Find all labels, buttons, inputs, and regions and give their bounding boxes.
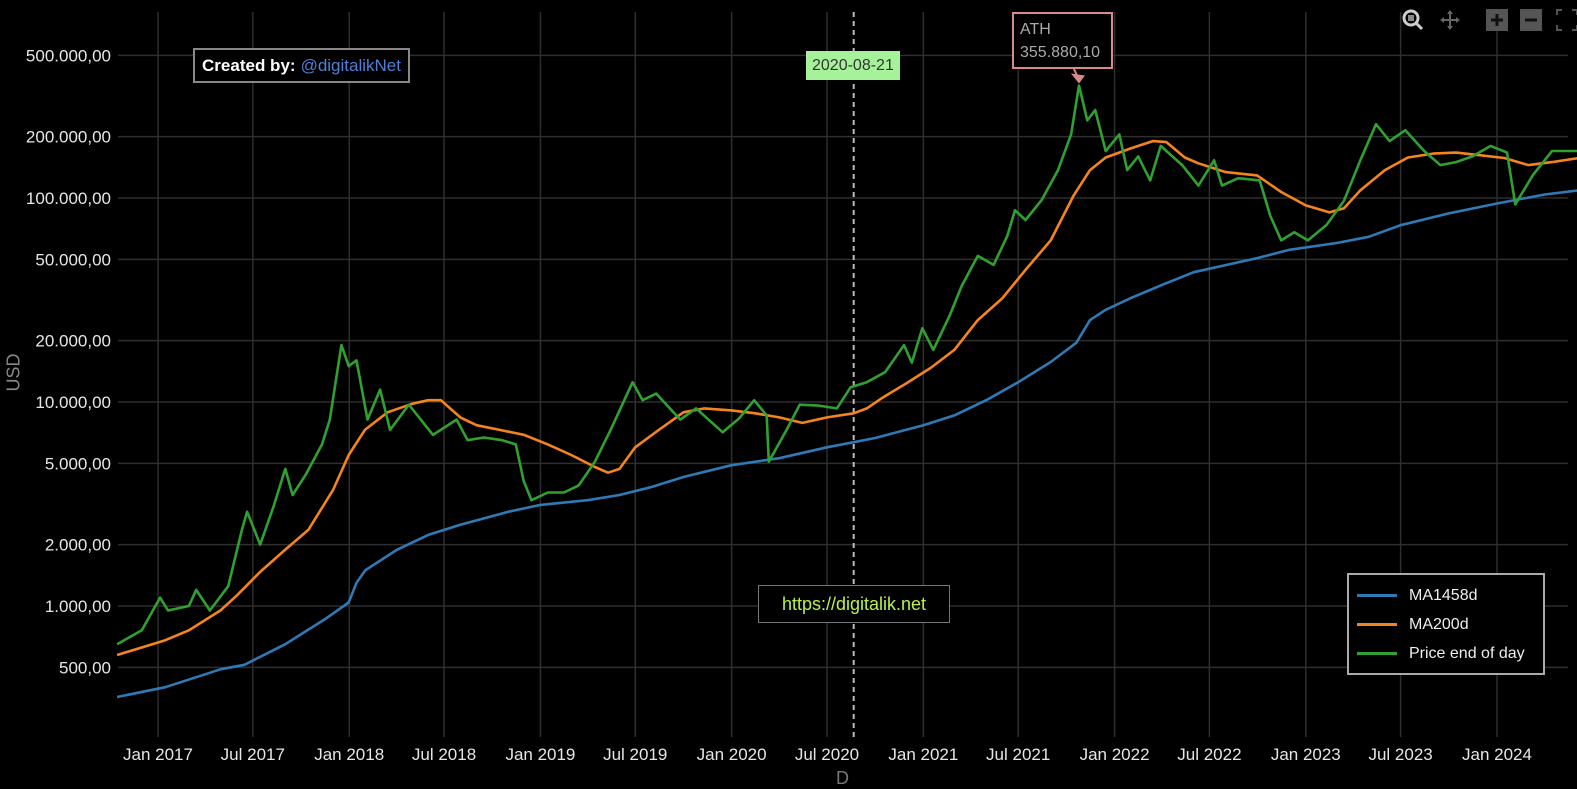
ath-annotation: ATH 355.880,10 [1012, 12, 1113, 69]
x-tick-label: Jul 2018 [412, 745, 476, 764]
x-tick-label: Jan 2020 [697, 745, 767, 764]
reset-icon[interactable] [1556, 9, 1577, 31]
x-tick-label: Jan 2023 [1271, 745, 1341, 764]
x-tick-label: Jan 2024 [1462, 745, 1532, 764]
y-axis-label: USD [3, 353, 24, 392]
watermark-link[interactable]: https://digitalik.net [758, 585, 950, 623]
x-tick-label: Jul 2020 [795, 745, 859, 764]
credits-box: Created by: @digitalikNet [193, 48, 410, 83]
legend: MA1458d MA200d Price end of day [1347, 573, 1545, 675]
legend-item-price[interactable]: Price end of day [1357, 639, 1535, 668]
x-tick-label: Jan 2022 [1080, 745, 1150, 764]
x-tick-label: Jan 2018 [314, 745, 384, 764]
pan-icon[interactable] [1439, 9, 1461, 31]
legend-swatch [1357, 623, 1397, 626]
ath-arrow-icon [1070, 73, 1085, 84]
legend-swatch [1357, 594, 1397, 597]
series-line-price [116, 84, 1577, 646]
zoom-in-icon[interactable] [1486, 9, 1508, 31]
zoom-icon[interactable] [1402, 9, 1424, 31]
y-tick-label: 5.000,00 [45, 454, 111, 473]
x-tick-label: Jan 2021 [888, 745, 958, 764]
x-tick-label: Jan 2017 [123, 745, 193, 764]
series-line-ma200d [116, 139, 1577, 657]
y-tick-label: 500.000,00 [26, 46, 111, 65]
legend-item-ma1458d[interactable]: MA1458d [1357, 581, 1535, 610]
y-tick-label: 1.000,00 [45, 597, 111, 616]
x-tick-label: Jul 2022 [1177, 745, 1241, 764]
y-tick-label: 10.000,00 [35, 393, 111, 412]
y-tick-label: 20.000,00 [35, 332, 111, 351]
legend-swatch [1357, 652, 1397, 655]
legend-item-ma200d[interactable]: MA200d [1357, 610, 1535, 639]
y-tick-label: 100.000,00 [26, 189, 111, 208]
y-tick-label: 50.000,00 [35, 250, 111, 269]
zoom-out-icon[interactable] [1520, 9, 1542, 31]
series-line-ma1458d [116, 189, 1577, 699]
y-tick-label: 200.000,00 [26, 128, 111, 147]
x-tick-label: Jul 2023 [1368, 745, 1432, 764]
ath-title: ATH [1020, 21, 1051, 38]
y-tick-label: 500,00 [59, 658, 111, 677]
x-tick-label: Jul 2017 [221, 745, 285, 764]
ath-value: 355.880,10 [1020, 44, 1101, 61]
y-tick-label: 2.000,00 [45, 536, 111, 555]
x-axis-label: D [836, 768, 849, 788]
credits-handle[interactable]: @digitalikNet [300, 55, 401, 75]
x-tick-label: Jan 2019 [505, 745, 575, 764]
x-tick-label: Jul 2019 [603, 745, 667, 764]
credits-prefix: Created by: [202, 55, 296, 75]
vline-date-label: 2020-08-21 [806, 51, 900, 80]
x-tick-label: Jul 2021 [986, 745, 1050, 764]
